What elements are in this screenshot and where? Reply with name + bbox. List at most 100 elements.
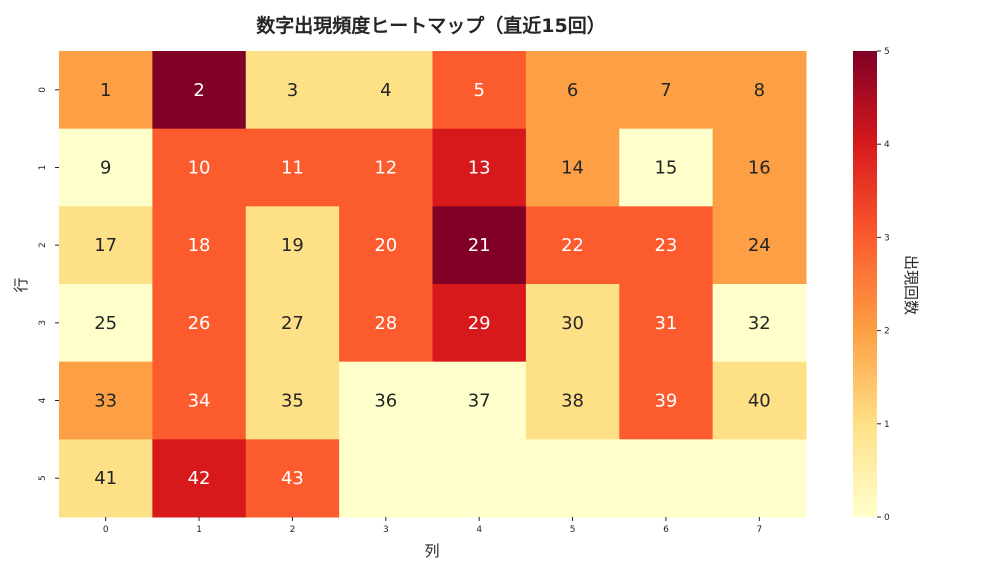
heatmap-cell [712,439,807,518]
cell-label: 9 [100,158,111,179]
heatmap-cell [712,51,807,130]
heatmap-cell [432,439,527,518]
colorbar-tick-label: 1 [884,420,890,430]
heatmap-cell [525,128,620,207]
heatmap-cell [339,206,433,285]
cell-label: 29 [468,313,491,334]
chart-title: 数字出現頻度ヒートマップ（直近15回） [256,14,605,37]
x-tick-label: 2 [290,525,296,535]
cell-label: 27 [281,313,304,334]
heatmap-cell [619,51,714,130]
heatmap-cell [525,51,620,130]
cell-label: 6 [567,80,578,101]
heatmap-cell [712,206,807,285]
cell-label: 16 [748,158,771,179]
colorbar-tick-label: 0 [884,513,890,523]
heatmap-cell [432,361,527,440]
heatmap-cell [59,361,153,440]
heatmap-cell [339,439,433,518]
heatmap-cell [619,284,714,363]
cell-label: 28 [374,313,397,334]
colorbar-label: 出現回数 [902,255,920,315]
colorbar-tick-label: 3 [884,233,890,243]
x-tick-label: 0 [103,525,109,535]
heatmap-cell [432,206,527,285]
x-axis-ticks: 0 1 2 3 4 5 6 7 [103,517,762,535]
cell-label: 36 [374,391,397,412]
heatmap-cell [152,206,247,285]
heatmap-cell [59,128,153,207]
cell-label: 30 [561,313,584,334]
cell-label: 10 [188,158,211,179]
y-tick-label: 1 [38,165,48,171]
colorbar-tick-label: 2 [884,327,890,337]
cell-label: 34 [188,391,211,412]
colorbar-gradient [853,51,877,517]
cell-label: 35 [281,391,304,412]
cell-label: 42 [188,468,211,489]
heatmap-cell [59,206,153,285]
cell-label: 40 [748,391,771,412]
heatmap-cell [339,51,433,130]
cell-label: 33 [94,391,117,412]
y-tick-label: 4 [38,397,48,403]
heatmap-cell [245,439,340,518]
x-tick-label: 3 [383,525,389,535]
cell-label: 25 [94,313,117,334]
cell-label: 39 [654,391,677,412]
cell-label: 37 [468,391,491,412]
cell-label: 19 [281,235,304,256]
cell-label: 24 [748,235,771,256]
cell-label: 4 [380,80,391,101]
cell-label: 7 [660,80,671,101]
cell-label: 1 [100,80,111,101]
heatmap-cell [152,439,247,518]
heatmap-cell [525,284,620,363]
y-tick-label: 3 [38,320,48,326]
cell-label: 15 [654,158,677,179]
cell-label: 2 [193,80,204,101]
cell-label: 41 [94,468,117,489]
cell-label: 43 [281,468,304,489]
heatmap-cell [152,284,247,363]
heatmap-cell [59,284,153,363]
heatmap-cell [712,284,807,363]
heatmap-cell [245,361,340,440]
heatmap-cell [712,361,807,440]
y-tick-label: 5 [38,475,48,481]
colorbar-tick-label: 5 [884,47,890,57]
cell-label: 3 [287,80,298,101]
cell-label: 14 [561,158,584,179]
x-tick-label: 5 [570,525,576,535]
cell-label: 38 [561,391,584,412]
heatmap-cell [59,51,153,130]
cell-label: 32 [748,313,771,334]
heatmap-cell [525,439,620,518]
heatmap-cell [432,51,527,130]
cell-label: 5 [473,80,484,101]
heatmap-cell [339,284,433,363]
heatmap-cell [245,206,340,285]
y-axis-label: 行 [12,277,30,292]
colorbar-tick-label: 4 [884,140,890,150]
heatmap-cell [525,361,620,440]
x-tick-label: 7 [756,525,762,535]
heatmap-cell [152,128,247,207]
cell-label: 20 [374,235,397,256]
heatmap-cell [619,206,714,285]
colorbar: 0 1 2 3 4 5 [853,47,890,523]
heatmap-cell [619,361,714,440]
heatmap-cell [152,51,247,130]
y-axis-ticks: 0 1 2 3 4 5 [38,87,59,481]
cell-label: 23 [654,235,677,256]
heatmap-cell [432,128,527,207]
heatmap-cell [245,51,340,130]
heatmap-cell [432,284,527,363]
cell-label: 13 [468,158,491,179]
x-tick-label: 1 [196,525,202,535]
heatmap-cell [525,206,620,285]
heatmap-cell [245,128,340,207]
